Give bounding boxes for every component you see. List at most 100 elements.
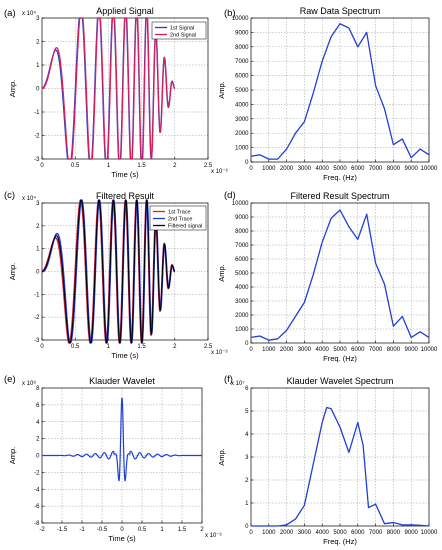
x-tick-label: 7000	[369, 166, 383, 172]
x-tick-label: 8000	[387, 166, 401, 172]
x-axis-label: Time (s)	[108, 534, 136, 543]
wavelet-line	[41, 397, 203, 482]
x-tick-label: 1	[107, 163, 111, 169]
x-tick-label: 0.5	[71, 163, 80, 169]
y-tick-label: 3	[36, 16, 40, 22]
y-scale-multiplier: x 10⁴	[22, 10, 36, 17]
x-tick-label: 3000	[298, 166, 312, 172]
y-tick-label: 3	[36, 201, 40, 207]
x-tick-label: -2	[39, 527, 45, 533]
x-tick-label: 0	[249, 166, 253, 172]
x-tick-label: 8000	[387, 347, 401, 353]
x-tick-label: 9000	[405, 166, 419, 172]
x-tick-label: 2000	[280, 166, 294, 172]
y-tick-label: -1	[34, 292, 40, 298]
y-axis-label: Amp.	[8, 263, 17, 281]
x-tick-label: 8000	[387, 530, 401, 536]
panel-e: (e) -2 -1.5 -1 -0.5 0 0.5 1 1.5 2 -8 -6 -4 -2 0 2 4 6 8 Kl…	[4, 374, 222, 543]
y-tick-label: 8000	[235, 229, 249, 235]
x-tick-label: 2	[173, 344, 177, 350]
y-scale-multiplier: x 10⁸	[22, 380, 36, 387]
y-tick-label: 0	[36, 87, 40, 93]
x-tick-label: 2.5	[204, 163, 213, 169]
y-tick-label: 3	[245, 455, 249, 461]
panel-label-c: (c)	[4, 190, 15, 201]
x-tick-label: 0	[40, 163, 44, 169]
panel-a: (a) 0 0.5 1 1.5 2 2.5 -3 -2 -1 0 1 2 3 Applied Signal…	[4, 6, 228, 179]
panel-label-f: (f)	[224, 374, 233, 385]
y-tick-label: 0	[245, 341, 249, 347]
y-tick-label: 6	[245, 386, 249, 392]
y-tick-label: 2	[36, 40, 40, 46]
legend-entry: 2nd Signal	[170, 33, 196, 39]
y-tick-label: -6	[34, 504, 40, 510]
chart-title: Klauder Wavelet Spectrum	[287, 376, 394, 386]
x-axis-label: Time (s)	[111, 170, 139, 179]
y-tick-label: 1000	[235, 146, 249, 152]
x-tick-label: 10000	[421, 530, 438, 536]
x-tick-label: 0.5	[138, 527, 147, 533]
legend-entry: Filtered signal	[168, 224, 202, 230]
legend-entry: 1st Signal	[170, 26, 194, 32]
chart-title: Filtered Result	[96, 191, 155, 201]
x-tick-label: 6000	[351, 166, 365, 172]
y-tick-label: 10000	[232, 201, 249, 207]
chart-title: Applied Signal	[96, 6, 154, 16]
x-tick-label: 10000	[421, 166, 438, 172]
panel-label-e: (e)	[4, 374, 16, 385]
y-scale-multiplier: x 10⁴	[22, 195, 36, 202]
y-tick-label: 6000	[235, 257, 249, 263]
x-tick-label: -0.5	[97, 527, 108, 533]
y-scale-multiplier: x 10⁷	[231, 380, 245, 387]
x-axis-label: Freq. (Hz)	[323, 537, 357, 546]
panel-label-b: (b)	[224, 8, 236, 19]
x-scale-multiplier: x 10⁻³	[211, 350, 228, 356]
x-tick-label: 0	[120, 527, 124, 533]
y-tick-label: -3	[34, 157, 40, 163]
x-axis-label: Time (s)	[111, 351, 139, 360]
chart-title: Filtered Result Spectrum	[290, 191, 389, 201]
y-tick-label: 4	[36, 420, 40, 426]
y-tick-label: 5000	[235, 88, 249, 94]
y-tick-label: 1	[36, 63, 40, 69]
y-tick-label: 0	[245, 524, 249, 530]
y-tick-label: 2	[36, 224, 40, 230]
legend-entry: 2nd Trace	[168, 217, 192, 223]
x-tick-label: 2	[200, 527, 204, 533]
x-tick-label: 3000	[298, 530, 312, 536]
y-axis-label: Amp.	[8, 80, 17, 98]
x-tick-label: 7000	[369, 530, 383, 536]
x-tick-label: 10000	[421, 347, 438, 353]
x-tick-label: -1	[79, 527, 85, 533]
y-tick-label: 6000	[235, 74, 249, 80]
y-tick-label: -4	[34, 487, 40, 493]
y-tick-label: 5	[245, 409, 249, 415]
x-tick-label: 2000	[280, 347, 294, 353]
x-tick-label: 0	[40, 344, 44, 350]
x-tick-label: -1.5	[57, 527, 68, 533]
y-tick-label: 5000	[235, 271, 249, 277]
y-tick-label: 8000	[235, 45, 249, 51]
y-tick-label: -1	[34, 110, 40, 116]
signal-line-2	[41, 17, 176, 160]
chart-title: Klauder Wavelet	[89, 376, 155, 386]
x-scale-multiplier: x 10⁻³	[211, 169, 228, 175]
x-tick-label: 1.5	[137, 344, 146, 350]
x-tick-label: 4000	[316, 166, 330, 172]
y-tick-label: 1	[245, 501, 249, 507]
y-tick-label: 1000	[235, 327, 249, 333]
x-tick-label: 0	[249, 347, 253, 353]
grid-lines	[251, 203, 429, 343]
panel-b: (b) 0 1000 2000 3000 4000 5000 6000 7000 8000 900…	[217, 6, 438, 182]
y-tick-label: 0	[245, 160, 249, 166]
y-axis-label: Amp.	[217, 264, 226, 282]
x-tick-label: 0.5	[71, 344, 80, 350]
y-axis-label: Amp.	[217, 448, 226, 466]
panel-label-a: (a)	[4, 8, 16, 19]
y-tick-label: 9000	[235, 215, 249, 221]
y-tick-label: 3000	[235, 117, 249, 123]
y-tick-label: 7000	[235, 59, 249, 65]
y-tick-label: 4	[245, 432, 249, 438]
